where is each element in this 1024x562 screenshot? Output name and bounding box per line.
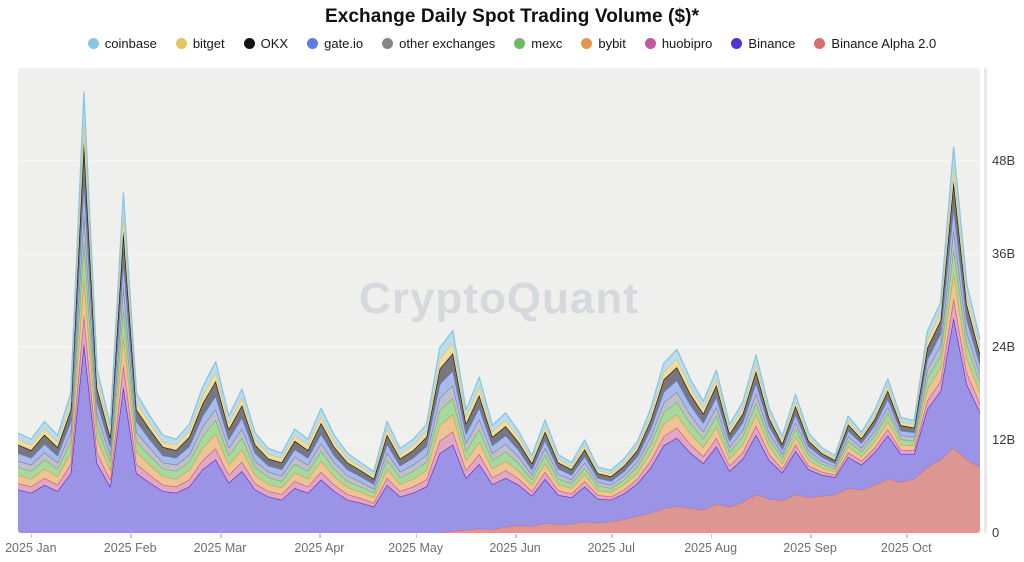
legend-swatch-icon xyxy=(514,38,526,49)
area-coinbase xyxy=(18,92,980,476)
legend-swatch-icon xyxy=(87,38,99,49)
legend-item-gateio[interactable]: gate.io xyxy=(307,36,363,51)
x-tick-label: 2025 May xyxy=(388,541,444,555)
legend-item-other-exchanges[interactable]: other exchanges xyxy=(382,36,495,51)
legend-label: Binance xyxy=(748,36,796,51)
legend-swatch-icon xyxy=(581,38,593,49)
y-tick-label: 24B xyxy=(992,339,1016,354)
legend-item-huobipro[interactable]: huobipro xyxy=(644,36,713,51)
legend-item-bitget[interactable]: bitget xyxy=(175,36,225,51)
legend-swatch-icon xyxy=(382,38,394,49)
x-tick-mark xyxy=(515,534,517,538)
legend-label: coinbase xyxy=(104,36,157,51)
x-tick-mark xyxy=(906,534,908,538)
legend-label: huobipro xyxy=(661,36,713,51)
x-tick-mark xyxy=(611,534,613,538)
stacked-area-chart[interactable] xyxy=(18,68,980,533)
legend-swatch-icon xyxy=(243,38,255,49)
y-tick-label: 12B xyxy=(992,432,1016,447)
y-tick-label: 0 xyxy=(992,525,1000,540)
x-tick-label: 2025 Mar xyxy=(193,541,247,555)
x-tick-label: 2025 Jul xyxy=(587,541,635,555)
legend-label: other exchanges xyxy=(399,36,496,51)
legend-label: OKX xyxy=(260,36,289,51)
plot-area[interactable]: CryptoQuant xyxy=(18,68,980,533)
y-tick-label: 36B xyxy=(992,246,1016,261)
y-tick-label: 48B xyxy=(992,153,1016,168)
area-binance xyxy=(18,317,980,533)
legend-label: gate.io xyxy=(324,36,364,51)
legend-item-binance-alpha[interactable]: Binance Alpha 2.0 xyxy=(814,36,936,51)
x-tick-mark xyxy=(710,534,713,538)
page-title: Exchange Daily Spot Trading Volume ($)* xyxy=(324,6,700,27)
x-tick-mark xyxy=(30,534,33,538)
legend-item-mexc[interactable]: mexc xyxy=(514,36,562,51)
legend-swatch-icon xyxy=(731,38,743,49)
legend-label: Binance Alpha 2.0 xyxy=(831,36,937,51)
x-tick-label: 2025 Feb xyxy=(103,541,157,555)
legend-item-coinbase[interactable]: coinbase xyxy=(87,36,157,51)
x-tick-label: 2025 Jun xyxy=(489,541,541,555)
area-binance-alpha-2-0 xyxy=(18,447,980,533)
x-tick-mark xyxy=(319,534,321,538)
area-okx xyxy=(18,142,980,485)
legend-item-binance[interactable]: Binance xyxy=(731,36,795,51)
x-tick-label: 2025 Sep xyxy=(783,541,837,555)
legend-label: bitget xyxy=(192,36,225,51)
y-axis-track xyxy=(984,68,987,533)
legend-label: bybit xyxy=(598,36,626,51)
x-tick-mark xyxy=(415,534,418,538)
x-tick-label: 2025 Apr xyxy=(294,541,345,555)
legend-swatch-icon xyxy=(644,38,656,49)
x-tick-label: 2025 Jan xyxy=(5,541,57,555)
legend-swatch-icon xyxy=(175,38,187,49)
legend-swatch-icon xyxy=(307,38,319,49)
x-tick-mark xyxy=(810,534,812,538)
x-tick-mark xyxy=(220,534,222,538)
legend-swatch-icon xyxy=(814,38,826,49)
legend-item-bybit[interactable]: bybit xyxy=(581,36,626,51)
x-tick-mark xyxy=(130,534,132,538)
legend-item-okx[interactable]: OKX xyxy=(243,36,289,51)
x-tick-label: 2025 Oct xyxy=(880,541,932,555)
x-tick-label: 2025 Aug xyxy=(684,541,738,555)
legend: coinbase bitget OKX gate.io other exchan… xyxy=(0,36,1024,51)
legend-label: mexc xyxy=(531,36,563,51)
